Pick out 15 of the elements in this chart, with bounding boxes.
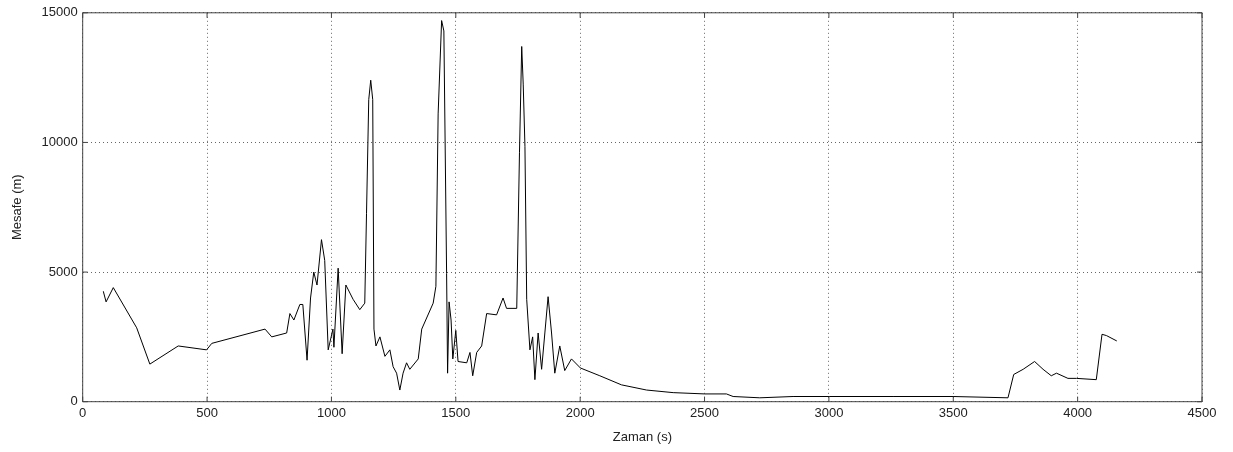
x-tick-label: 2500 <box>690 405 719 421</box>
x-tick-label: 4000 <box>1063 405 1093 421</box>
x-axis-title: Zaman (s) <box>612 428 672 444</box>
x-tick-label: 3500 <box>938 405 968 421</box>
x-tick-label: 4500 <box>1187 405 1217 421</box>
y-tick-label: 10000 <box>41 134 78 150</box>
x-tick-label: 2000 <box>565 405 595 421</box>
x-tick-label: 1000 <box>316 405 346 421</box>
x-tick-label: 500 <box>196 405 218 421</box>
y-tick-label: 0 <box>70 393 78 409</box>
x-tick-label: 1500 <box>441 405 471 421</box>
y-axis-title: Mesafe (m) <box>9 174 25 241</box>
x-tick-label: 3000 <box>814 405 844 421</box>
y-tick-label: 5000 <box>48 263 78 279</box>
y-tick-label: 15000 <box>41 4 78 20</box>
